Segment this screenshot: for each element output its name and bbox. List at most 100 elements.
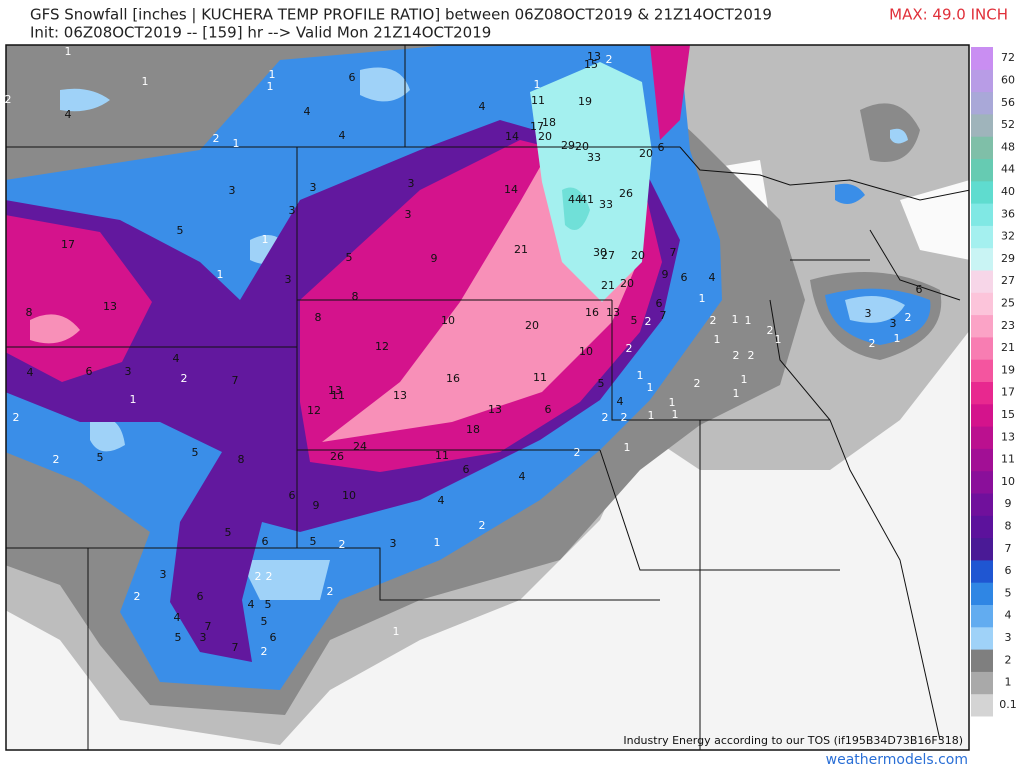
snow-amount-label: 2	[694, 377, 701, 390]
snow-amount-label: 1	[745, 314, 752, 327]
colorbar-label: 44	[1001, 163, 1015, 176]
snow-amount-label: 11	[531, 94, 545, 107]
colorbar-swatch	[971, 537, 993, 561]
snow-amount-label: 3	[285, 273, 292, 286]
snow-amount-label: 1	[262, 233, 269, 246]
tos-notice: Industry Energy according to our TOS (if…	[623, 734, 963, 747]
snow-amount-label: 6	[197, 590, 204, 603]
colorbar-label: 1	[1005, 676, 1012, 689]
snow-amount-label: 7	[232, 374, 239, 387]
snow-amount-label: 11	[331, 389, 345, 402]
colorbar-label: 3	[1005, 631, 1012, 644]
snow-amount-label: 4	[709, 271, 716, 284]
colorbar-swatch	[971, 403, 993, 427]
snow-amount-label: 2	[710, 314, 717, 327]
snow-amount-label: 5	[310, 535, 317, 548]
snow-amount-label: 6	[463, 463, 470, 476]
snow-amount-label: 1	[699, 292, 706, 305]
colorbar-label: 2	[1005, 653, 1012, 666]
snow-amount-label: 26	[330, 450, 344, 463]
snow-amount-label: 1	[648, 409, 655, 422]
snow-amount-label: 2	[53, 453, 60, 466]
snow-amount-label: 2	[905, 311, 912, 324]
snow-amount-label: 2	[255, 570, 262, 583]
snow-amount-label: 3	[289, 204, 296, 217]
snow-amount-label: 6	[86, 365, 93, 378]
snow-amount-label: 7	[670, 246, 677, 259]
snow-amount-label: 8	[315, 311, 322, 324]
snow-amount-label: 2	[733, 349, 740, 362]
colorbar-swatch	[971, 693, 993, 717]
snow-amount-label: 3	[405, 208, 412, 221]
snow-amount-label: 6	[681, 271, 688, 284]
snow-amount-label: 5	[265, 598, 272, 611]
colorbar-swatch	[971, 470, 993, 494]
colorbar-swatch	[971, 626, 993, 650]
snow-amount-label: 4	[339, 129, 346, 142]
colorbar-swatch	[971, 381, 993, 405]
snow-amount-label: 2	[261, 645, 268, 658]
snow-amount-label: 7	[205, 620, 212, 633]
snow-amount-label: 6	[656, 297, 663, 310]
snow-amount-label: 33	[599, 198, 613, 211]
snow-amount-label: 11	[533, 371, 547, 384]
colorbar-label: 9	[1005, 497, 1012, 510]
colorbar-label: 25	[1001, 296, 1015, 309]
site-link[interactable]: weathermodels.com	[826, 752, 968, 768]
colorbar-label: 36	[1001, 207, 1015, 220]
snow-amount-label: 13	[103, 300, 117, 313]
snow-amount-label: 2	[327, 585, 334, 598]
snow-amount-label: 14	[504, 183, 518, 196]
colorbar-swatch	[971, 292, 993, 316]
snow-amount-label: 3	[160, 568, 167, 581]
snow-amount-label: 3	[310, 181, 317, 194]
snow-amount-label: 1	[669, 396, 676, 409]
snow-amount-label: 1	[233, 137, 240, 150]
snow-amount-label: 6	[289, 489, 296, 502]
snow-amount-label: 1	[269, 68, 276, 81]
snow-amount-label: 27	[601, 249, 615, 262]
snow-amount-label: 2	[574, 446, 581, 459]
snow-amount-label: 8	[26, 306, 33, 319]
snow-amount-label: 2	[5, 93, 12, 106]
snow-amount-label: 20	[631, 249, 645, 262]
colorbar-swatch	[971, 314, 993, 338]
snow-amount-label: 2	[181, 372, 188, 385]
colorbar-swatch	[971, 604, 993, 628]
snow-amount-label: 18	[542, 116, 556, 129]
snow-amount-label: 2	[748, 349, 755, 362]
snow-amount-label: 1	[647, 381, 654, 394]
snow-amount-label: 4	[479, 100, 486, 113]
snow-amount-label: 29	[561, 139, 575, 152]
snow-amount-label: 13	[488, 403, 502, 416]
colorbar-label: 56	[1001, 96, 1015, 109]
snow-amount-label: 1	[624, 441, 631, 454]
snow-amount-label: 10	[441, 314, 455, 327]
snow-amount-label: 1	[714, 333, 721, 346]
snow-amount-label: 2	[626, 342, 633, 355]
colorbar-swatch	[971, 582, 993, 605]
field-pink	[30, 132, 642, 442]
snow-amount-label: 12	[307, 404, 321, 417]
colorbar-swatch	[971, 136, 993, 159]
snow-amount-label: 21	[514, 243, 528, 256]
colorbar-label: 48	[1001, 140, 1015, 153]
snow-amount-label: 8	[352, 290, 359, 303]
snow-amount-label: 1	[267, 80, 274, 93]
snow-amount-label: 1	[393, 625, 400, 638]
snow-amount-label: 20	[575, 140, 589, 153]
colorbar-swatch	[971, 448, 993, 472]
colorbar-label: 5	[1005, 586, 1012, 599]
colorbar-label: 4	[1005, 609, 1012, 622]
snow-amount-label: 9	[662, 268, 669, 281]
snow-amount-label: 1	[637, 369, 644, 382]
snow-amount-label: 1	[65, 45, 72, 58]
snow-amount-label: 1	[434, 536, 441, 549]
snow-amount-label: 16	[585, 306, 599, 319]
snow-amount-label: 3	[390, 537, 397, 550]
snow-amount-label: 2	[869, 337, 876, 350]
snow-amount-label: 5	[177, 224, 184, 237]
snow-amount-label: 2	[767, 324, 774, 337]
colorbar-label: 17	[1001, 386, 1015, 399]
snow-amount-label: 5	[225, 526, 232, 539]
